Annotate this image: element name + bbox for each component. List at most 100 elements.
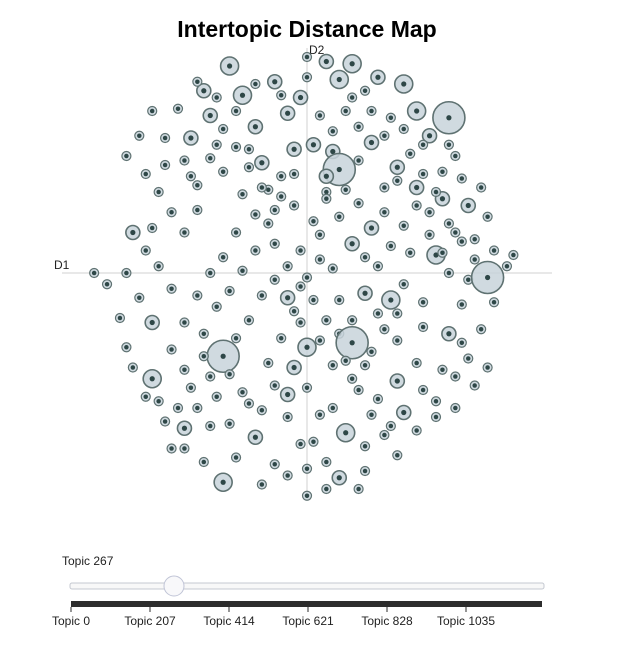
topic-bubble[interactable]: [476, 182, 487, 193]
topic-bubble[interactable]: [179, 364, 190, 375]
topic-bubble[interactable]: [340, 355, 351, 366]
topic-bubble[interactable]: [243, 398, 255, 409]
topic-bubble[interactable]: [176, 420, 193, 437]
topic-bubble[interactable]: [488, 297, 500, 308]
topic-bubble[interactable]: [196, 82, 212, 99]
topic-bubble[interactable]: [370, 69, 386, 86]
topic-bubble[interactable]: [256, 405, 267, 416]
topic-bubble[interactable]: [327, 126, 338, 137]
topic-bubble[interactable]: [121, 267, 132, 279]
topic-bubble[interactable]: [198, 456, 209, 468]
topic-bubble[interactable]: [205, 267, 216, 279]
topic-bubble[interactable]: [160, 132, 171, 144]
topic-bubble[interactable]: [395, 404, 412, 421]
topic-bubble[interactable]: [237, 189, 248, 200]
topic-bubble[interactable]: [456, 337, 467, 348]
topic-bubble[interactable]: [237, 387, 248, 398]
topic-bubble[interactable]: [353, 121, 364, 132]
topic-bubble[interactable]: [224, 369, 235, 380]
topic-bubble[interactable]: [398, 279, 409, 290]
topic-bubble[interactable]: [160, 416, 171, 427]
topic-bubble[interactable]: [389, 159, 406, 176]
topic-bubble[interactable]: [295, 317, 306, 328]
topic-bubble[interactable]: [286, 359, 302, 376]
topic-bubble[interactable]: [418, 384, 429, 396]
topic-bubble[interactable]: [256, 182, 267, 193]
topic-bubble[interactable]: [392, 450, 403, 461]
topic-bubble[interactable]: [218, 252, 229, 263]
topic-bubble[interactable]: [347, 315, 358, 326]
topic-bubble[interactable]: [211, 139, 222, 150]
topic-bubble[interactable]: [443, 139, 454, 150]
topic-bubble[interactable]: [327, 263, 338, 274]
topic-bubble[interactable]: [318, 53, 335, 70]
topic-bubble[interactable]: [192, 402, 203, 414]
topic-bubble[interactable]: [269, 238, 280, 249]
topic-bubble[interactable]: [279, 105, 296, 122]
topic-bubble[interactable]: [185, 171, 196, 182]
topic-bubble[interactable]: [359, 441, 371, 452]
topic-bubble[interactable]: [243, 315, 255, 326]
topic-bubble[interactable]: [314, 409, 325, 420]
topic-bubble[interactable]: [340, 184, 351, 195]
topic-bubble[interactable]: [398, 220, 409, 231]
topic-bubble[interactable]: [392, 175, 403, 186]
topic-bubble[interactable]: [482, 362, 493, 373]
topic-bubble[interactable]: [134, 130, 145, 141]
topic-bubble[interactable]: [179, 227, 190, 238]
topic-bubble[interactable]: [140, 245, 151, 256]
topic-bubble[interactable]: [218, 123, 229, 135]
topic-bubble[interactable]: [266, 73, 283, 90]
topic-bubble[interactable]: [353, 384, 364, 396]
topic-bubble[interactable]: [482, 211, 493, 222]
topic-bubble[interactable]: [418, 168, 429, 180]
topic-bubble[interactable]: [269, 204, 280, 216]
topic-bubble[interactable]: [424, 207, 435, 218]
topic-bubble[interactable]: [363, 134, 380, 151]
topic-bubble[interactable]: [198, 351, 209, 362]
topic-bubble[interactable]: [276, 90, 287, 101]
topic-bubble[interactable]: [308, 216, 319, 227]
topic-bubble[interactable]: [166, 344, 177, 355]
topic-bubble[interactable]: [476, 324, 487, 335]
topic-bubble[interactable]: [379, 429, 390, 441]
topic-bubble[interactable]: [301, 272, 313, 283]
topic-bubble[interactable]: [314, 229, 325, 240]
topic-bubble[interactable]: [224, 418, 235, 429]
topic-bubble[interactable]: [276, 191, 287, 202]
topic-bubble[interactable]: [488, 245, 500, 256]
topic-bubble[interactable]: [331, 469, 348, 486]
topic-bubble[interactable]: [406, 101, 427, 121]
topic-bubble[interactable]: [450, 150, 461, 162]
topic-bubble[interactable]: [421, 127, 438, 144]
topic-bubble[interactable]: [301, 490, 313, 501]
topic-bubble[interactable]: [335, 422, 356, 443]
topic-bubble[interactable]: [211, 92, 222, 103]
topic-bubble[interactable]: [192, 76, 203, 87]
topic-bubble[interactable]: [179, 443, 190, 454]
topic-bubble[interactable]: [301, 463, 313, 474]
topic-bubble[interactable]: [353, 155, 364, 166]
topic-bubble[interactable]: [192, 204, 203, 216]
topic-bubble[interactable]: [460, 197, 477, 214]
topic-bubble[interactable]: [230, 452, 242, 463]
topic-bubble[interactable]: [153, 186, 164, 198]
topic-bubble[interactable]: [282, 411, 293, 423]
topic-bubble[interactable]: [411, 357, 422, 369]
topic-bubble[interactable]: [450, 402, 461, 414]
topic-bubble[interactable]: [142, 368, 162, 389]
topic-bubble[interactable]: [295, 245, 306, 256]
topic-bubble[interactable]: [230, 227, 242, 238]
topic-bubble[interactable]: [179, 317, 190, 328]
topic-bubble[interactable]: [379, 182, 390, 193]
topic-bubble[interactable]: [289, 168, 300, 180]
topic-bubble[interactable]: [301, 382, 313, 393]
topic-bubble[interactable]: [405, 247, 416, 258]
topic-bubble[interactable]: [418, 321, 429, 333]
topic-bubble[interactable]: [301, 72, 313, 83]
topic-bubble[interactable]: [202, 107, 219, 124]
topic-bubble[interactable]: [359, 85, 371, 96]
topic-bubble[interactable]: [247, 118, 264, 135]
topic-bubble[interactable]: [121, 150, 132, 162]
topic-bubble[interactable]: [437, 247, 448, 258]
